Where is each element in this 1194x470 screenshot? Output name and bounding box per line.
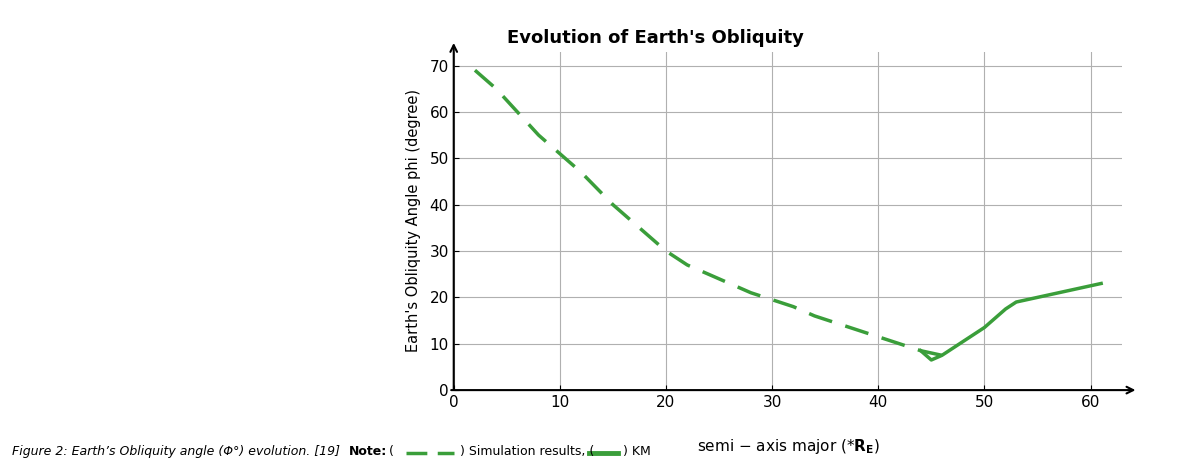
Text: semi $-$ axis major ($*\mathbf{R_E}$): semi $-$ axis major ($*\mathbf{R_E}$) (696, 437, 880, 456)
Text: ) Simulation results, (: ) Simulation results, ( (460, 445, 593, 458)
Text: Figure 2: Earth’s Obliquity angle (Φ°) evolution. [19]: Figure 2: Earth’s Obliquity angle (Φ°) e… (12, 445, 344, 458)
Y-axis label: Earth's Obliquity Angle phi (degree): Earth's Obliquity Angle phi (degree) (406, 89, 421, 353)
Text: ) KM: ) KM (623, 445, 651, 458)
Text: Evolution of Earth's Obliquity: Evolution of Earth's Obliquity (507, 29, 804, 47)
Text: Note:: Note: (349, 445, 387, 458)
Text: (: ( (389, 445, 394, 458)
